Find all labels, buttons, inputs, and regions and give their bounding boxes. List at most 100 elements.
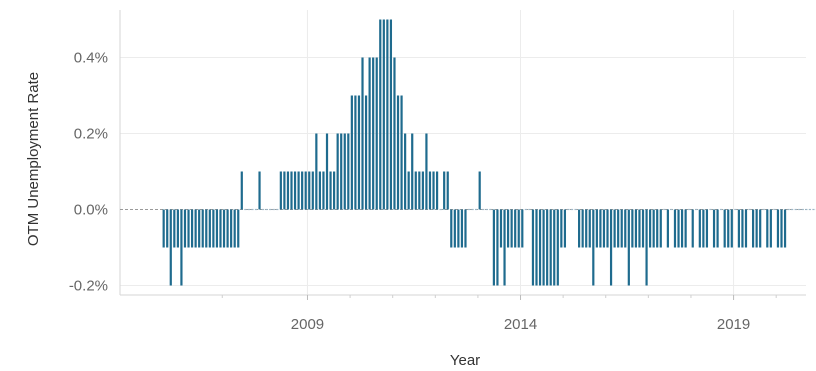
bar <box>780 209 783 248</box>
bar <box>759 209 762 248</box>
bar <box>372 57 375 210</box>
bar <box>677 209 680 248</box>
bar <box>638 209 641 248</box>
bar <box>347 133 350 210</box>
bar <box>585 209 588 248</box>
bar <box>485 208 488 211</box>
bar <box>627 209 630 286</box>
bar <box>695 208 698 211</box>
bar <box>361 57 364 210</box>
bar <box>535 209 538 286</box>
bar <box>364 95 368 210</box>
y-tick-label: 0.2% <box>74 126 108 143</box>
bar <box>624 209 627 248</box>
bar <box>379 19 382 210</box>
bar <box>641 209 645 248</box>
bar <box>595 209 598 248</box>
bar <box>297 171 300 210</box>
bar <box>592 209 595 286</box>
bar <box>166 209 169 248</box>
bar <box>286 171 290 210</box>
bar <box>659 209 662 248</box>
bar <box>173 209 176 248</box>
bar <box>609 209 613 286</box>
bar <box>744 209 748 248</box>
bar <box>414 171 417 210</box>
bar <box>727 209 730 248</box>
bar <box>389 19 393 210</box>
bar <box>617 209 620 248</box>
bar <box>492 209 495 286</box>
x-axis-title: Year <box>450 352 480 369</box>
bar <box>183 209 187 248</box>
bar <box>293 171 297 210</box>
bar <box>613 209 616 248</box>
bar <box>776 209 780 248</box>
bar <box>680 209 684 248</box>
bar <box>514 209 517 248</box>
bar <box>702 209 705 248</box>
bar <box>407 171 410 210</box>
bar <box>549 209 552 286</box>
bar <box>283 171 286 210</box>
bar <box>404 133 407 210</box>
bar <box>396 95 400 210</box>
bar <box>748 208 751 211</box>
bar <box>460 209 464 248</box>
bar <box>464 209 467 248</box>
bar <box>670 208 673 211</box>
bar <box>560 209 563 248</box>
x-axis-tick-labels: 2009 2014 2019 <box>291 316 750 333</box>
bar <box>343 133 346 210</box>
bar <box>432 171 435 210</box>
bar <box>354 95 357 210</box>
bar <box>180 209 183 286</box>
bar <box>581 209 584 248</box>
bar <box>261 208 265 211</box>
bar <box>443 171 446 210</box>
bar <box>606 209 609 248</box>
bar <box>812 208 815 211</box>
y-tick-label: 0.4% <box>74 50 108 67</box>
bar <box>198 209 201 248</box>
bar <box>720 208 723 211</box>
bar <box>176 209 179 248</box>
bar <box>478 171 481 210</box>
bar <box>709 208 712 211</box>
bar <box>439 208 442 211</box>
bar <box>315 133 318 210</box>
bar <box>322 171 325 210</box>
bar <box>233 209 236 248</box>
bar <box>769 209 772 248</box>
bar <box>712 209 716 248</box>
bar <box>368 57 371 210</box>
bar <box>755 209 758 248</box>
bar <box>325 133 329 210</box>
bar <box>475 208 478 211</box>
axes <box>119 10 806 300</box>
x-tick-label: 2019 <box>717 316 750 333</box>
bar <box>276 208 279 211</box>
bar <box>663 208 666 211</box>
bar <box>631 209 634 248</box>
bar <box>311 171 314 210</box>
bar <box>187 209 190 248</box>
bar <box>400 95 403 210</box>
bar <box>805 208 808 211</box>
bar <box>798 208 801 211</box>
bar <box>517 209 520 248</box>
bar <box>791 208 794 211</box>
grid-lines <box>120 10 806 295</box>
bar <box>801 208 804 211</box>
y-tick-label: 0.0% <box>74 202 108 219</box>
bar <box>510 209 513 248</box>
bar <box>553 209 556 286</box>
bar <box>329 171 332 210</box>
bar <box>620 209 623 248</box>
bar <box>251 208 254 211</box>
bar <box>421 171 424 210</box>
bar <box>542 209 545 286</box>
bar <box>162 209 165 248</box>
bar <box>382 19 385 210</box>
bar <box>673 209 677 248</box>
